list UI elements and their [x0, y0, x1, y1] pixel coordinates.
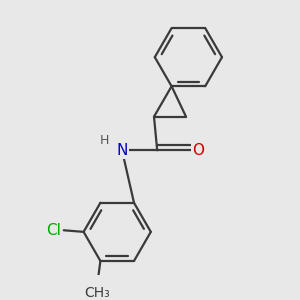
Text: O: O — [192, 143, 204, 158]
Text: Cl: Cl — [46, 223, 61, 238]
Text: CH₃: CH₃ — [84, 286, 110, 300]
Text: N: N — [116, 143, 128, 158]
Text: H: H — [100, 134, 109, 147]
